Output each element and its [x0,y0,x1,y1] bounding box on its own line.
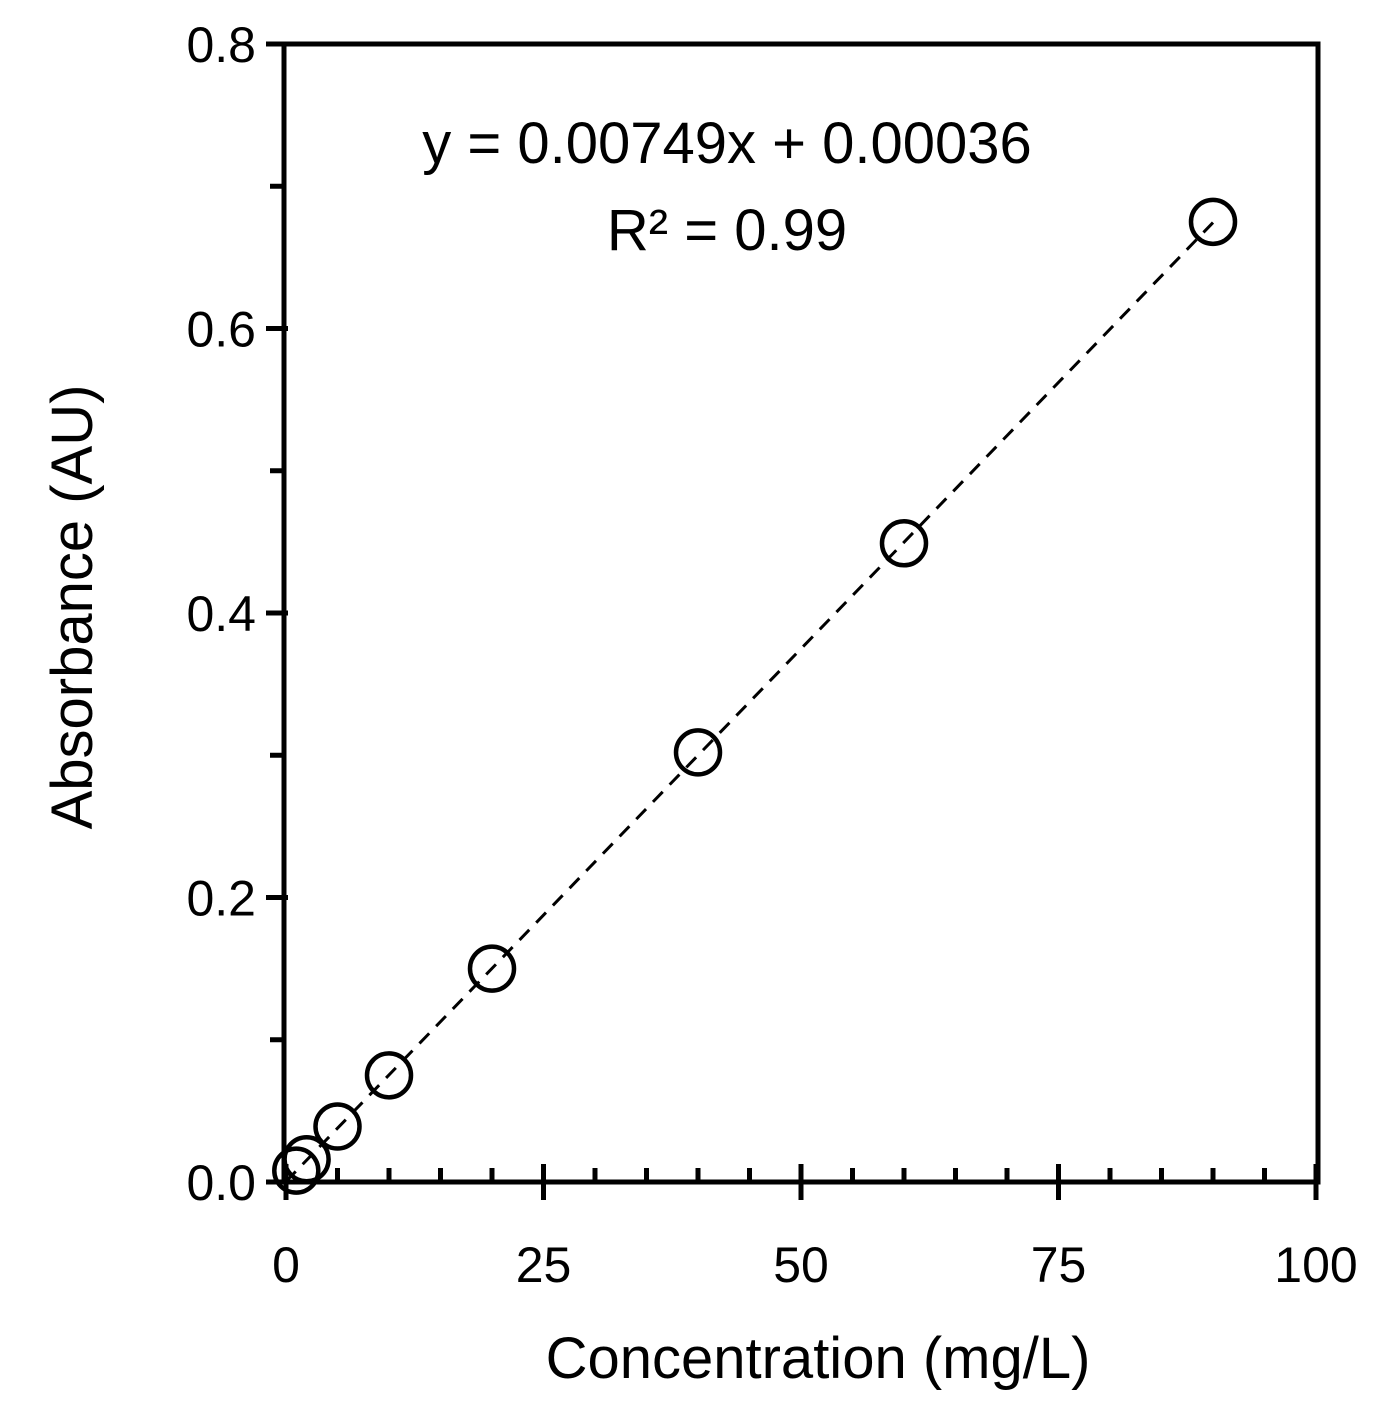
minor-ticks [270,183,1267,1182]
y-tick-label: 0.8 [186,17,256,73]
data-point [272,1146,321,1195]
y-tick-label: 0.2 [186,871,256,927]
data-point [467,944,517,993]
x-tick-label: 0 [272,1237,300,1293]
y-tick-labels: 0.0 0.2 0.4 0.6 0.8 [186,17,256,1211]
x-tick-label: 50 [773,1237,829,1293]
y-tick-label: 0.0 [186,1155,256,1211]
x-tick-label: 25 [516,1237,572,1293]
data-point [673,728,723,777]
x-tick-label: 100 [1274,1237,1357,1293]
y-tick-label: 0.6 [186,302,256,358]
data-point [364,1051,414,1100]
x-axis-title: Concentration (mg/L) [546,1326,1091,1391]
x-tick-labels: 0 25 50 75 100 [272,1237,1358,1293]
x-tick-label: 75 [1031,1237,1087,1293]
data-point [313,1102,362,1151]
equation-label: y = 0.00749x + 0.00036 [422,111,1032,176]
data-point [1188,197,1238,247]
y-tick-label: 0.4 [186,586,256,642]
r-squared-label: R² = 0.99 [607,198,847,263]
data-point [282,1134,331,1184]
y-axis-title: Absorbance (AU) [40,385,105,830]
data-point [879,519,929,568]
trendline [284,221,1215,1183]
data-points [272,197,1238,1195]
